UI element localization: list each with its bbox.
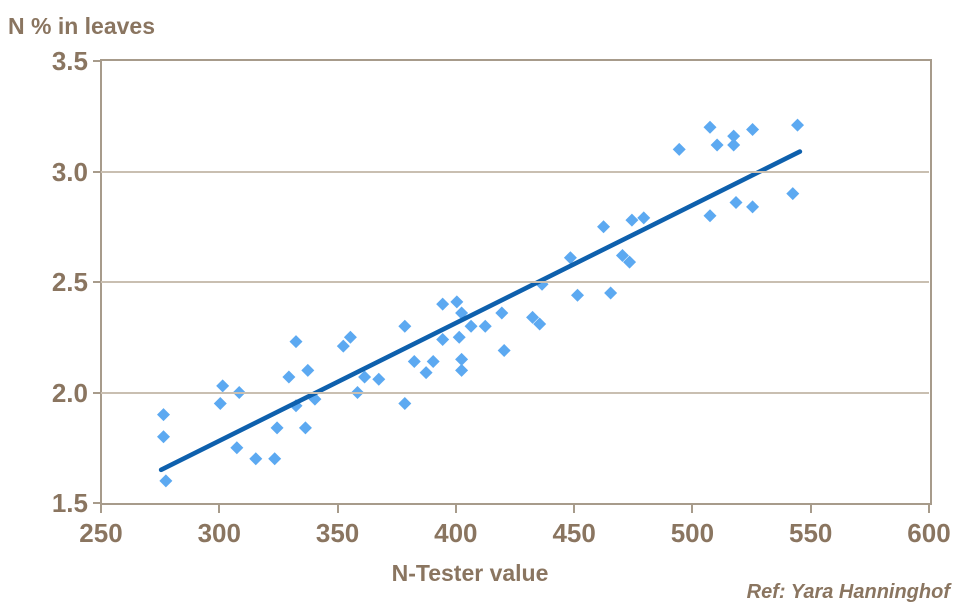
data-point bbox=[533, 317, 547, 331]
data-point bbox=[455, 352, 469, 366]
data-point bbox=[478, 319, 492, 333]
data-point bbox=[703, 120, 717, 134]
data-point bbox=[398, 397, 412, 411]
reference-note: Ref: Yara Hanninghof bbox=[746, 581, 950, 603]
scatter-plot-canvas bbox=[157, 118, 805, 488]
data-point bbox=[419, 366, 433, 380]
data-point bbox=[436, 332, 450, 346]
x-tick-label: 400 bbox=[434, 518, 478, 548]
x-tick-label: 250 bbox=[79, 518, 123, 548]
data-point bbox=[571, 288, 585, 302]
data-point bbox=[289, 335, 303, 349]
y-tick-label: 1.5 bbox=[51, 488, 88, 518]
x-tick-mark bbox=[218, 505, 221, 513]
data-point bbox=[746, 123, 760, 137]
data-point bbox=[526, 310, 540, 324]
data-point bbox=[625, 213, 639, 227]
data-point bbox=[230, 441, 244, 455]
data-point bbox=[563, 251, 577, 265]
data-point bbox=[372, 372, 386, 386]
x-tick-label: 550 bbox=[789, 518, 833, 548]
data-point bbox=[213, 397, 227, 411]
data-point bbox=[398, 319, 412, 333]
y-tick-label: 2.5 bbox=[51, 267, 88, 297]
y-tick-mark bbox=[93, 60, 101, 62]
data-point bbox=[270, 421, 284, 435]
y-gridline bbox=[101, 281, 929, 283]
data-point bbox=[495, 306, 509, 320]
y-tick-label: 3.0 bbox=[51, 156, 88, 187]
y-tick-mark bbox=[93, 170, 101, 173]
y-tick-label: 2.0 bbox=[51, 377, 88, 408]
y-tick-label: 3.5 bbox=[51, 46, 88, 76]
data-point bbox=[301, 363, 315, 377]
x-axis-title: N-Tester value bbox=[391, 560, 549, 586]
x-tick-mark bbox=[336, 505, 339, 513]
data-point bbox=[216, 379, 230, 393]
data-point bbox=[729, 195, 743, 209]
y-gridline bbox=[101, 391, 929, 394]
data-point bbox=[727, 129, 741, 143]
data-point bbox=[672, 142, 686, 156]
data-point bbox=[710, 138, 724, 152]
data-point bbox=[336, 339, 350, 353]
data-point bbox=[727, 138, 741, 152]
x-tick-label: 350 bbox=[315, 518, 360, 548]
x-tick-label: 450 bbox=[552, 518, 596, 548]
x-tick-mark bbox=[928, 505, 930, 513]
x-tick-label: 300 bbox=[197, 518, 241, 548]
data-point bbox=[343, 330, 357, 344]
y-tick-mark bbox=[93, 502, 101, 504]
y-gridline bbox=[101, 170, 929, 173]
data-point bbox=[615, 248, 629, 262]
x-tick-mark bbox=[100, 505, 102, 513]
x-tick-mark bbox=[691, 505, 694, 513]
x-tick-mark bbox=[573, 505, 576, 513]
data-point bbox=[450, 295, 464, 309]
data-point bbox=[455, 363, 469, 377]
y-tick-mark bbox=[93, 391, 101, 394]
data-point bbox=[249, 452, 263, 466]
data-point bbox=[282, 370, 296, 384]
data-point bbox=[268, 452, 282, 466]
x-tick-label: 500 bbox=[670, 518, 715, 548]
chart-title: N % in leaves bbox=[8, 13, 156, 39]
x-tick-label: 600 bbox=[907, 518, 951, 548]
data-point bbox=[426, 355, 440, 369]
data-point bbox=[703, 209, 717, 223]
data-point bbox=[157, 430, 171, 444]
x-tick-mark bbox=[454, 505, 457, 513]
data-point bbox=[159, 474, 173, 488]
data-point bbox=[786, 187, 800, 201]
y-tick-mark bbox=[93, 281, 101, 283]
data-point bbox=[452, 330, 466, 344]
data-point bbox=[791, 118, 805, 132]
data-point bbox=[497, 344, 511, 358]
trend-line bbox=[158, 149, 803, 473]
data-point bbox=[436, 297, 450, 311]
data-point bbox=[464, 319, 478, 333]
x-tick-mark bbox=[809, 505, 812, 513]
data-point bbox=[298, 421, 312, 435]
data-point bbox=[407, 355, 421, 369]
data-point bbox=[604, 286, 618, 300]
data-point bbox=[597, 220, 611, 234]
data-point bbox=[746, 200, 760, 214]
data-point bbox=[157, 408, 171, 422]
data-point bbox=[358, 370, 372, 384]
data-point bbox=[637, 211, 651, 225]
